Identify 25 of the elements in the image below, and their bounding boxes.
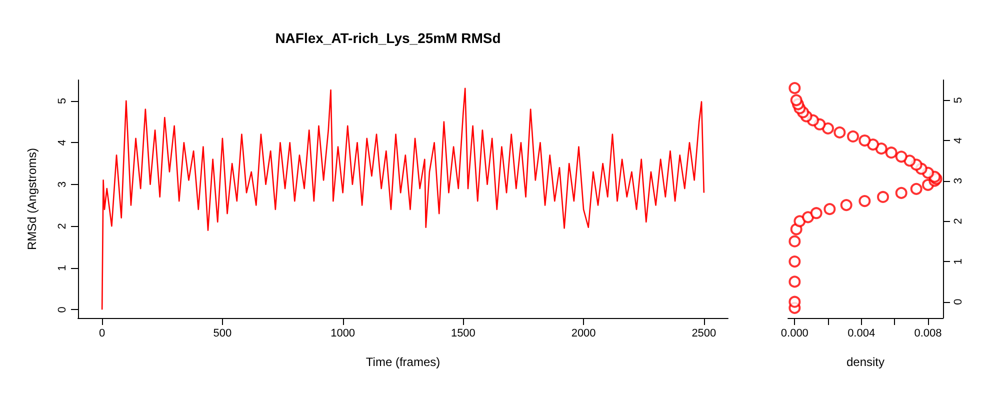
x-axis-title: Time (frames) (366, 355, 440, 369)
y2-tick-label: 5 (952, 97, 964, 104)
x-tick-label: 1000 (330, 328, 356, 340)
y2-tick-label: 4 (952, 137, 964, 144)
y2-tick-label: 0 (952, 298, 964, 305)
x-tick-label: 0 (99, 328, 106, 340)
y-tick-label: 2 (56, 223, 68, 230)
y2-tick-label: 2 (952, 218, 964, 224)
y-tick-label: 3 (56, 181, 68, 188)
y-axis-title: RMSd (Angstroms) (25, 148, 39, 250)
y-tick-label: 4 (56, 140, 68, 146)
chart-title: NAFlex_AT-rich_Lys_25mM RMSd (275, 30, 501, 46)
x-tick-label: 2500 (692, 328, 716, 340)
x-tick-label: 0.004 (848, 328, 876, 340)
x-tick-label: 0.000 (780, 328, 808, 340)
x-tick-label: 0.008 (914, 328, 942, 340)
x-axis-title: density (846, 355, 885, 369)
x-tick-label: 2000 (571, 328, 596, 340)
y-tick-label: 0 (56, 306, 68, 313)
x-tick-label: 1500 (450, 328, 476, 340)
x-tick-label: 500 (213, 328, 232, 340)
y-tick-label: 1 (56, 264, 68, 271)
y2-tick-label: 3 (952, 178, 964, 184)
y2-tick-label: 1 (952, 258, 964, 265)
y-tick-label: 5 (56, 98, 68, 104)
